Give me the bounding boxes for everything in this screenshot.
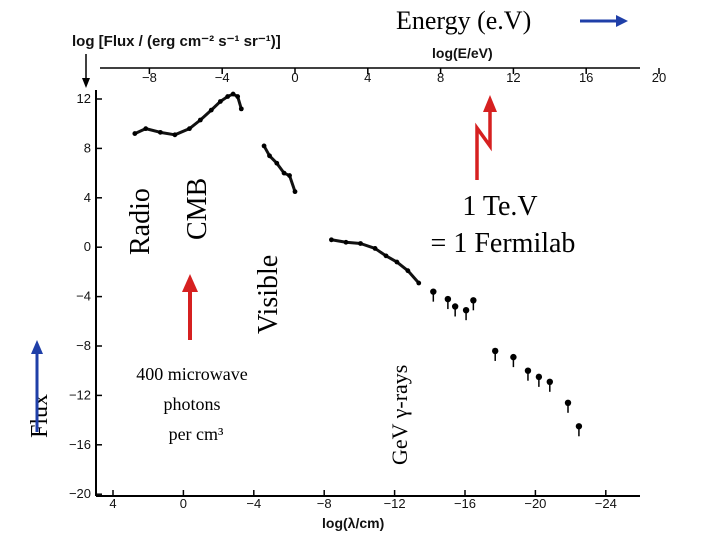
energy-tick-label: 8 bbox=[437, 70, 444, 85]
data-point-gamma-points bbox=[575, 423, 583, 430]
y-axis-title: log [Flux / (erg cm⁻² s⁻¹ sr⁻¹)] bbox=[72, 33, 281, 50]
data-point-background-spectrum bbox=[143, 126, 149, 132]
data-point-xray-band bbox=[358, 241, 363, 246]
data-point-visible-band bbox=[267, 153, 272, 159]
data-point-background-spectrum bbox=[225, 94, 231, 99]
flux-tick-label: −8 bbox=[76, 338, 91, 353]
data-point-background-spectrum bbox=[238, 106, 244, 112]
energy-tick-label: 0 bbox=[291, 70, 298, 85]
data-point-visible-band bbox=[261, 143, 267, 149]
data-point-background-spectrum bbox=[208, 107, 214, 113]
cmb-pointer-arrow-icon bbox=[182, 274, 198, 340]
data-point-background-spectrum bbox=[235, 94, 241, 99]
data-point-xray-band bbox=[343, 239, 349, 245]
flux-tick-label: 8 bbox=[84, 140, 91, 155]
flux-tick-label: −20 bbox=[69, 486, 91, 501]
band-label-cmb: CMB bbox=[182, 178, 213, 240]
energy-tick-label: 4 bbox=[364, 70, 371, 85]
flux-arrow-icon bbox=[31, 340, 43, 432]
bottom-axis-title: log(λ/cm) bbox=[322, 515, 384, 531]
flux-label: Flux bbox=[27, 394, 53, 438]
energy-tick-label: −8 bbox=[142, 70, 157, 85]
energy-arrow-icon bbox=[580, 15, 628, 27]
data-point-visible-band bbox=[292, 189, 298, 195]
cmb-note-line-1: 400 microwave bbox=[136, 364, 247, 384]
energy-tick-label: 16 bbox=[579, 70, 593, 85]
cmb-note-line-3: per cm³ bbox=[169, 424, 224, 444]
data-point-xray-band bbox=[383, 253, 389, 259]
wavelength-tick-label: −20 bbox=[524, 496, 546, 511]
wavelength-tick-label: −8 bbox=[317, 496, 332, 511]
data-point-background-spectrum bbox=[187, 126, 192, 132]
flux-tick-label: 12 bbox=[77, 91, 91, 106]
band-label-visible: Visible bbox=[253, 255, 284, 334]
wavelength-tick-label: −12 bbox=[384, 496, 406, 511]
data-point-xray-band bbox=[394, 259, 400, 265]
tev-lightning-arrow-icon bbox=[475, 95, 497, 180]
flux-tick-label: 4 bbox=[84, 190, 91, 205]
data-point-background-spectrum bbox=[230, 91, 236, 97]
data-point-visible-band bbox=[281, 170, 287, 176]
data-point-xray-band bbox=[372, 246, 378, 251]
data-point-background-spectrum bbox=[132, 131, 138, 136]
flux-tick-label: −12 bbox=[69, 387, 91, 402]
wavelength-tick-label: −4 bbox=[246, 496, 261, 511]
data-point-xray-band bbox=[416, 280, 422, 286]
data-point-gamma-points bbox=[430, 288, 437, 295]
top-axis-title: log(E/eV) bbox=[432, 45, 493, 61]
wavelength-tick-label: −16 bbox=[454, 496, 476, 511]
data-point-visible-band bbox=[274, 160, 280, 166]
energy-tick-label: −4 bbox=[215, 70, 230, 85]
data-point-xray-band bbox=[329, 237, 334, 243]
y-axis-pointer-arrow-icon bbox=[82, 54, 90, 88]
flux-tick-label: −16 bbox=[69, 437, 91, 452]
energy-tick-label: 20 bbox=[652, 70, 666, 85]
flux-tick-label: −4 bbox=[76, 289, 91, 304]
data-point-visible-band bbox=[287, 173, 292, 178]
data-point-background-spectrum bbox=[157, 129, 163, 135]
tev-note-line-2: = 1 Fermilab bbox=[431, 228, 576, 259]
cmb-note-line-2: photons bbox=[163, 394, 220, 414]
tev-note-line-1: 1 Te.V bbox=[462, 191, 537, 222]
series-line-visible-band bbox=[262, 145, 297, 193]
data-point-background-spectrum bbox=[172, 132, 178, 138]
wavelength-tick-label: 0 bbox=[180, 496, 187, 511]
data-point-background-spectrum bbox=[217, 99, 223, 104]
data-point-background-spectrum bbox=[197, 117, 203, 123]
wavelength-tick-label: −24 bbox=[595, 496, 617, 511]
energy-tick-label: 12 bbox=[506, 70, 520, 85]
band-label-gev-gamma: GeV γ-rays bbox=[387, 365, 412, 465]
band-label-radio: Radio bbox=[125, 188, 156, 255]
data-point-gamma-points bbox=[451, 303, 459, 310]
energy-label: Energy (e.V) bbox=[396, 6, 531, 35]
data-point-xray-band bbox=[405, 268, 411, 274]
wavelength-tick-label: 4 bbox=[109, 496, 116, 511]
flux-tick-label: 0 bbox=[84, 239, 91, 254]
